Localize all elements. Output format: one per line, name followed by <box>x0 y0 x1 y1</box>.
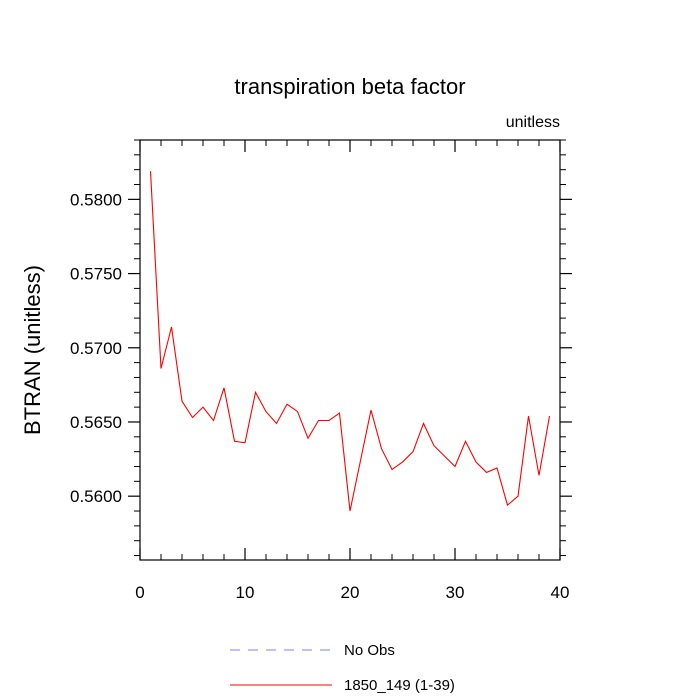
x-tick-label: 30 <box>446 583 465 602</box>
y-tick-label: 0.5700 <box>70 339 122 358</box>
y-tick-label: 0.5600 <box>70 487 122 506</box>
x-tick-label: 20 <box>341 583 360 602</box>
y-axis-label: BTRAN (unitless) <box>20 265 45 435</box>
axes: 0 10 20 30 40 0.5600 0.5650 0.5700 0.5750 0.5800 <box>70 139 572 602</box>
legend: No Obs 1850_149 (1-39) <box>230 642 455 694</box>
x-tick-label: 40 <box>551 583 570 602</box>
y-tick-label: 0.5750 <box>70 265 122 284</box>
x-tick-label: 0 <box>135 583 144 602</box>
data-series <box>149 171 551 512</box>
units-label: unitless <box>506 114 560 131</box>
legend-label: No Obs <box>344 642 395 659</box>
chart-title: transpiration beta factor <box>234 74 465 99</box>
series-line <box>149 171 551 512</box>
y-tick-label: 0.5800 <box>70 190 122 209</box>
y-tick-label: 0.5650 <box>70 413 122 432</box>
legend-label: 1850_149 (1-39) <box>344 677 455 694</box>
x-tick-label: 10 <box>236 583 255 602</box>
plot-frame <box>139 139 561 561</box>
